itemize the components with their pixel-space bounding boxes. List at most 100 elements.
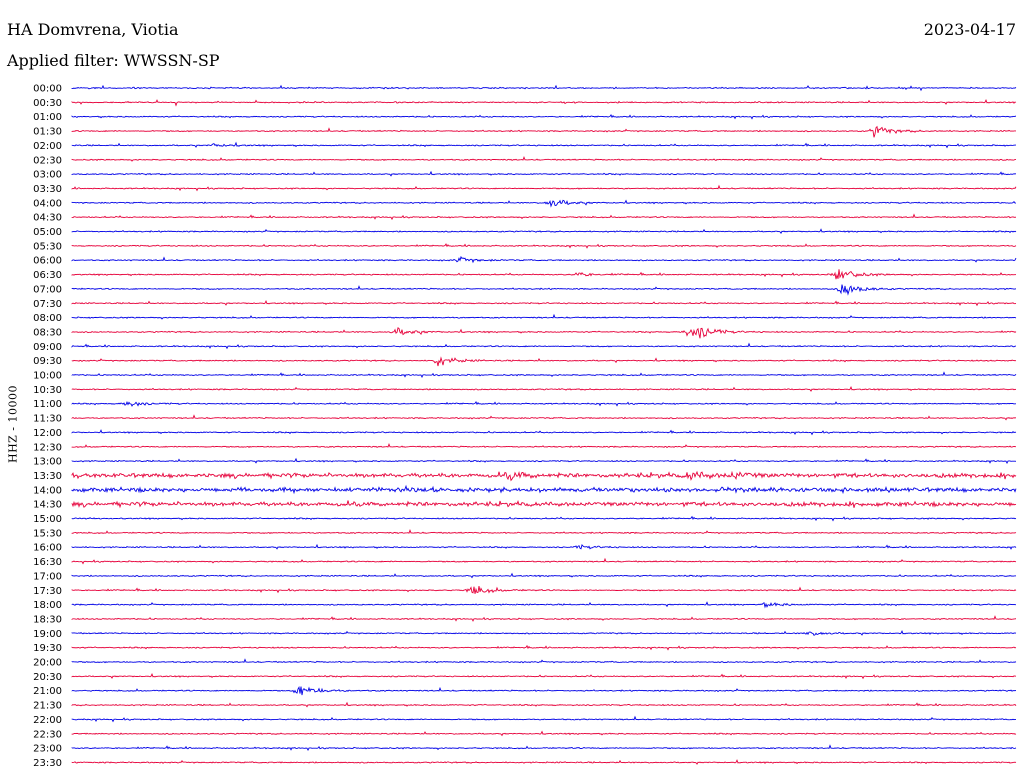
row-time-label: 13:00: [33, 457, 62, 468]
seismogram-trace: [71, 299, 1017, 307]
row-time-label: 03:00: [33, 170, 62, 181]
seismogram-trace: [71, 572, 1017, 579]
seismogram-trace: [71, 744, 1017, 752]
row-time-label: 09:30: [33, 356, 62, 367]
row-time-label: 20:30: [33, 672, 62, 683]
seismogram-trace: [71, 371, 1017, 378]
seismogram-trace: [71, 429, 1017, 436]
seismogram-trace: [71, 499, 1017, 509]
row-time-label: 12:00: [33, 428, 62, 439]
seismogram-trace: [71, 715, 1017, 723]
seismogram-trace: [71, 170, 1017, 177]
seismogram-trace: [71, 673, 1017, 680]
seismogram-trace: [71, 356, 1017, 367]
row-time-label: 01:00: [33, 112, 62, 123]
seismogram-trace: [71, 199, 1017, 208]
row-time-label: 12:30: [33, 442, 62, 453]
row-time-label: 07:00: [33, 284, 62, 295]
row-time-label: 18:00: [33, 600, 62, 611]
seismogram-trace: [71, 228, 1017, 234]
row-time-label: 01:30: [33, 127, 62, 138]
row-time-label: 16:30: [33, 557, 62, 568]
row-time-label: 10:30: [33, 385, 62, 396]
row-time-label: 10:00: [33, 371, 62, 382]
seismogram-trace: [71, 284, 1017, 296]
seismogram-trace: [71, 629, 1017, 636]
record-date: 2023-04-17: [923, 20, 1016, 39]
seismogram-trace: [71, 414, 1017, 421]
station-title: HA Domvrena, Viotia: [7, 20, 179, 39]
row-time-label: 17:30: [33, 586, 62, 597]
row-time-label: 03:30: [33, 184, 62, 195]
row-time-label: 21:30: [33, 701, 62, 712]
seismogram-trace: [71, 342, 1017, 350]
row-time-label: 15:00: [33, 514, 62, 525]
seismogram-trace: [71, 701, 1017, 708]
row-time-label: 00:00: [33, 84, 62, 95]
seismogram-trace: [71, 730, 1017, 737]
seismogram-trace: [71, 759, 1017, 765]
seismogram-trace: [71, 685, 1017, 696]
row-time-label: 16:00: [33, 543, 62, 554]
seismogram-trace: [71, 515, 1017, 522]
seismogram-trace: [71, 470, 1017, 482]
row-time-label: 04:30: [33, 213, 62, 224]
seismogram-trace: [71, 113, 1017, 120]
row-time-label: 23:00: [33, 744, 62, 755]
seismogram-trace: [71, 442, 1017, 449]
row-time-label: 08:30: [33, 327, 62, 338]
filter-label: Applied filter: WWSSN-SP: [7, 51, 220, 70]
seismogram-trace: [71, 99, 1017, 107]
row-time-label: 14:30: [33, 500, 62, 511]
row-time-label: 05:00: [33, 227, 62, 238]
row-time-label: 11:00: [33, 399, 62, 410]
seismogram-trace: [71, 658, 1017, 664]
seismogram-trace: [71, 255, 1017, 264]
row-time-label: 05:30: [33, 241, 62, 252]
seismogram-trace: [71, 529, 1017, 535]
row-time-label: 09:00: [33, 342, 62, 353]
seismogram-trace: [71, 269, 1017, 280]
seismogram-trace: [71, 484, 1017, 495]
seismogram-trace: [71, 557, 1017, 565]
row-time-label: 06:30: [33, 270, 62, 281]
seismogram-trace: [71, 184, 1017, 192]
row-time-label: 15:30: [33, 528, 62, 539]
seismogram-trace: [71, 386, 1017, 392]
row-time-label: 02:30: [33, 155, 62, 166]
seismogram-trace: [71, 586, 1017, 594]
row-time-label: 11:30: [33, 414, 62, 425]
seismogram-trace: [71, 543, 1017, 550]
row-time-label: 17:00: [33, 571, 62, 582]
row-time-label: 13:30: [33, 471, 62, 482]
row-time-label: 00:30: [33, 98, 62, 109]
seismogram-trace: [71, 125, 1017, 138]
seismogram-trace: [71, 457, 1017, 465]
row-time-label: 08:00: [33, 313, 62, 324]
seismogram-trace: [71, 644, 1017, 651]
seismogram-trace: [71, 141, 1017, 149]
seismogram-trace: [71, 213, 1017, 221]
row-time-label: 04:00: [33, 198, 62, 209]
row-time-label: 19:00: [33, 629, 62, 640]
row-time-label: 07:30: [33, 299, 62, 310]
row-time-label: 02:00: [33, 141, 62, 152]
row-time-label: 18:30: [33, 614, 62, 625]
seismogram-trace: [71, 327, 1017, 339]
seismogram-trace: [71, 243, 1017, 249]
seismogram-trace: [71, 400, 1017, 407]
row-time-label: 21:00: [33, 686, 62, 697]
row-time-label: 20:00: [33, 658, 62, 669]
seismogram-trace: [71, 313, 1017, 320]
row-time-label: 19:30: [33, 643, 62, 654]
seismogram-trace: [71, 615, 1017, 622]
row-time-label: 22:00: [33, 715, 62, 726]
row-time-label: 14:00: [33, 485, 62, 496]
row-time-label: 06:00: [33, 256, 62, 267]
row-time-label: 23:30: [33, 758, 62, 769]
row-time-label: 22:30: [33, 729, 62, 740]
seismogram-trace: [71, 155, 1017, 162]
seismogram-trace: [71, 84, 1017, 92]
seismogram-trace: [71, 601, 1017, 609]
